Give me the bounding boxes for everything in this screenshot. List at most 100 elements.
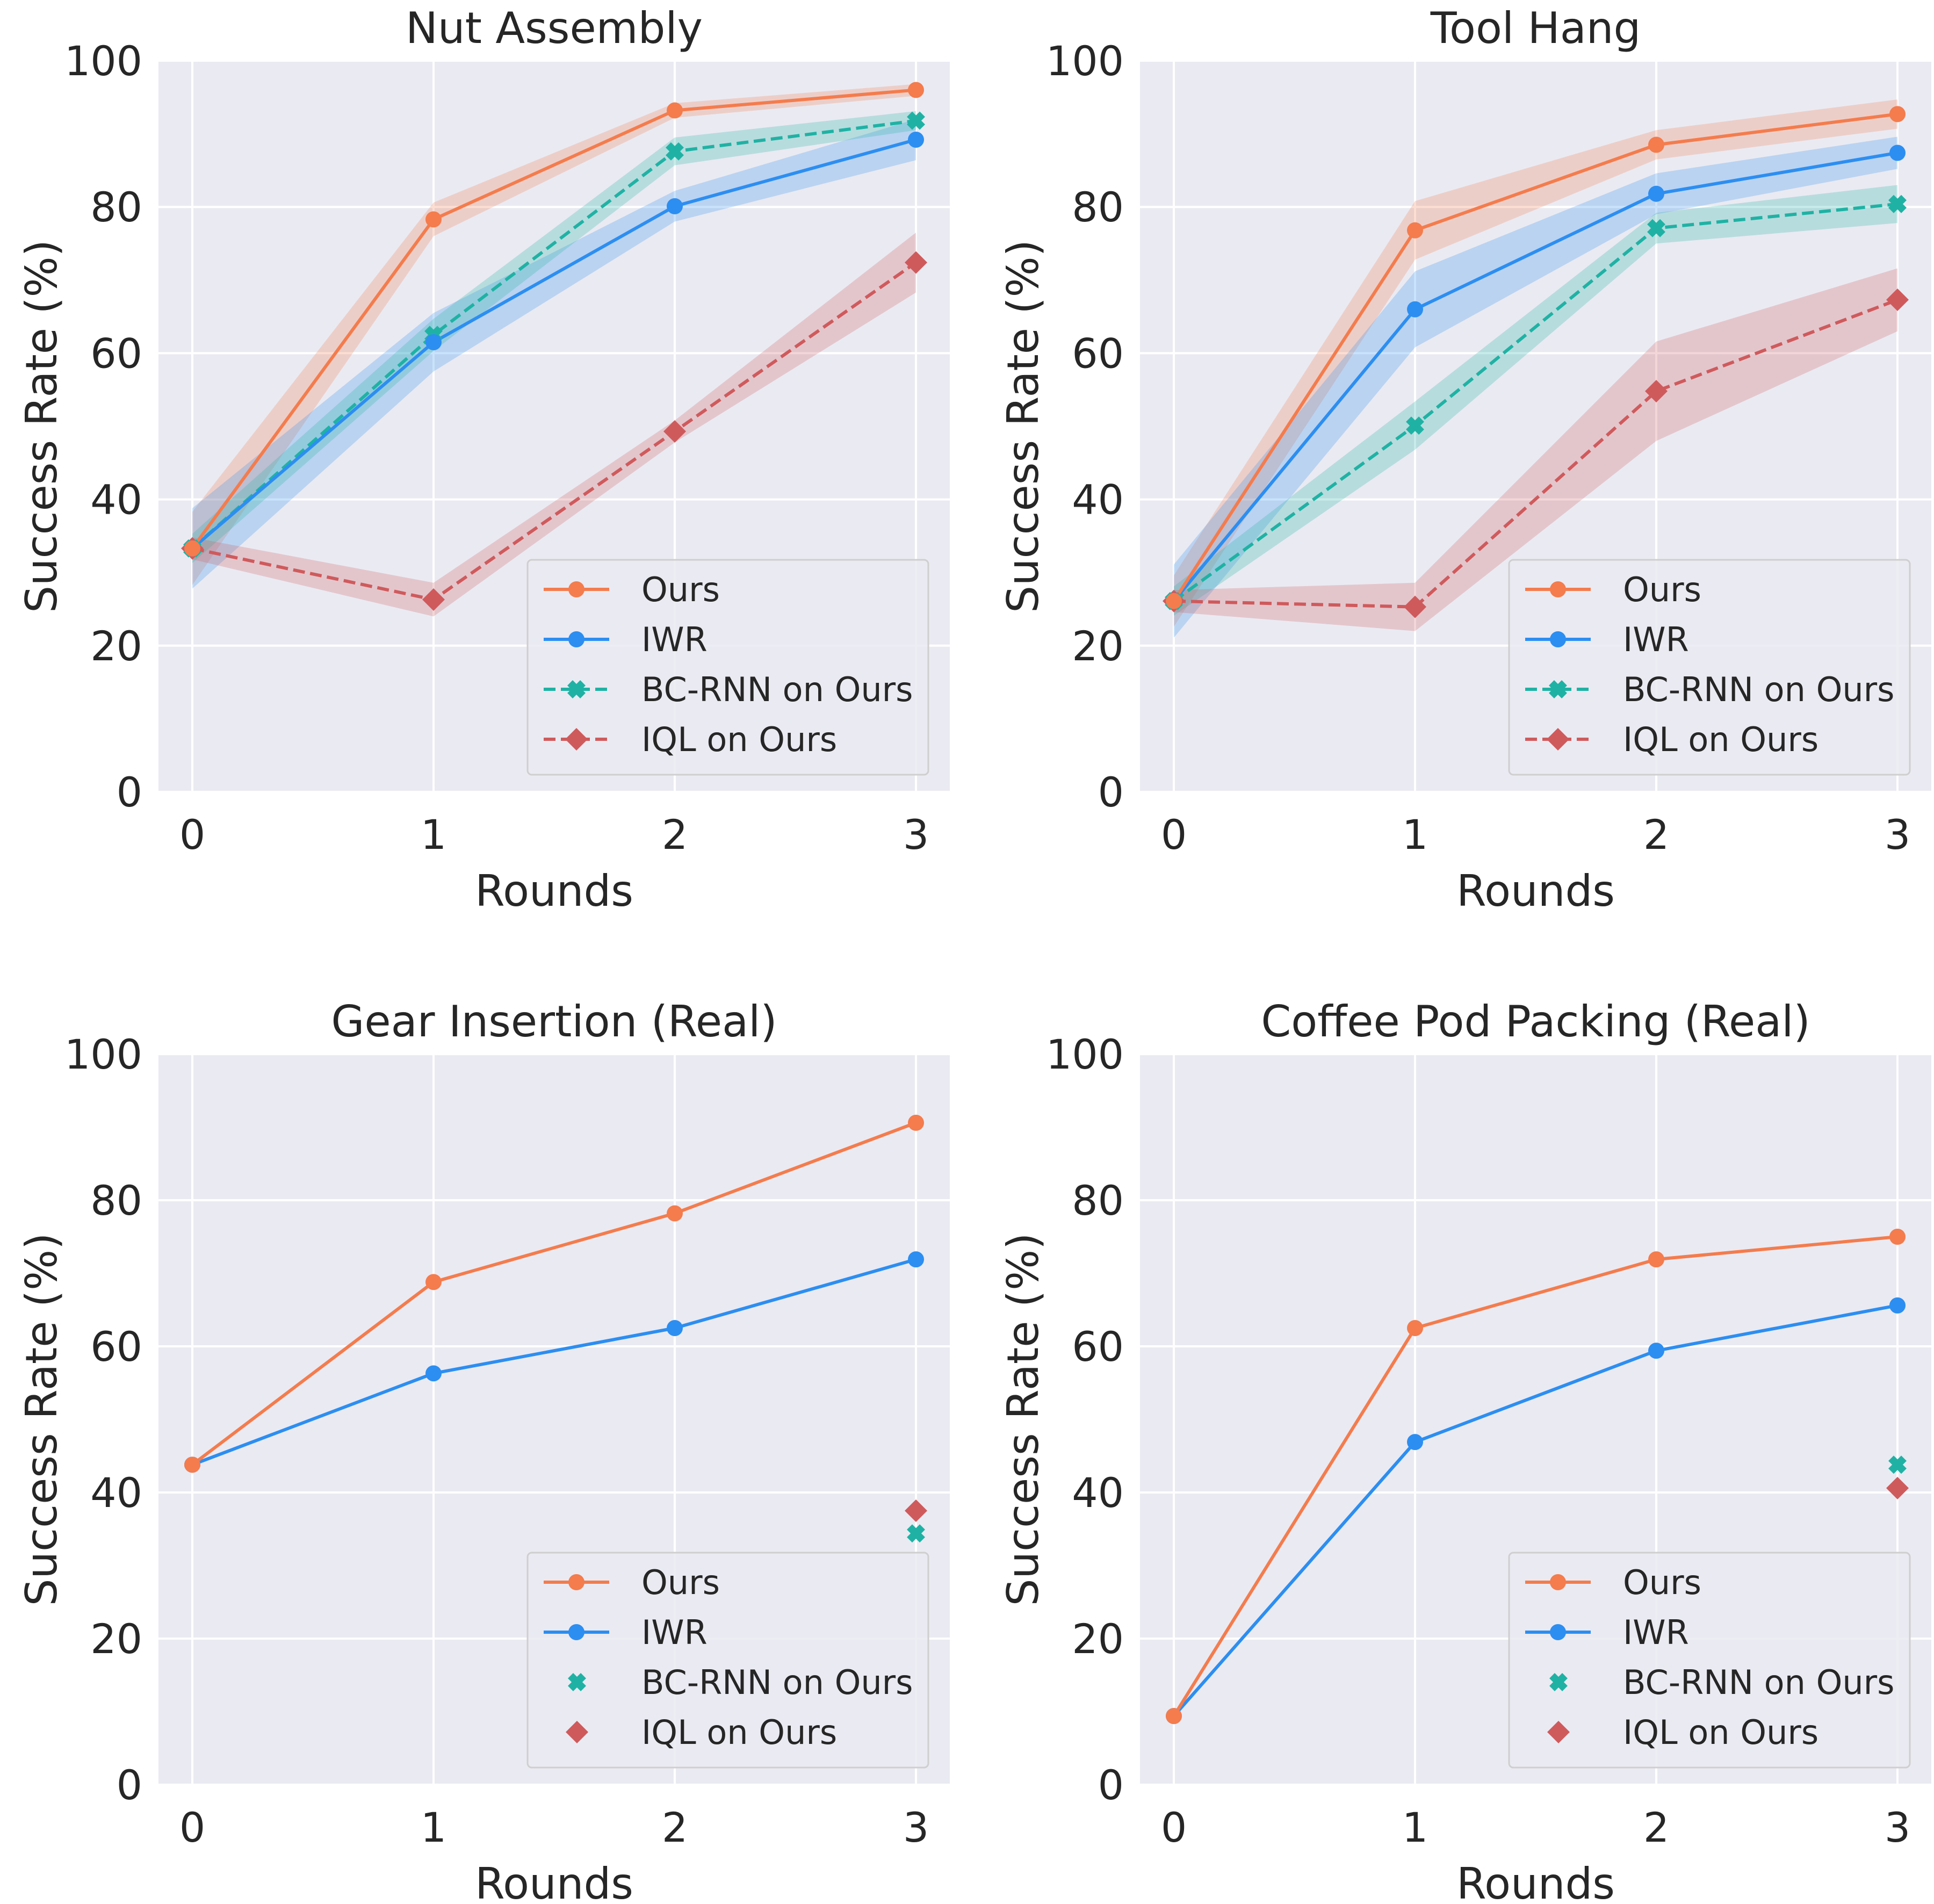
y-tick-label: 100 <box>64 1030 142 1078</box>
legend-item-iwr: IWR <box>544 620 708 659</box>
legend-marker-iwr <box>1550 631 1566 647</box>
chart-tool-hang: 0 20 40 60 80 100 0 1 2 3 Tool Hang Rounds Success R… <box>998 3 1931 916</box>
x-axis-label: Rounds <box>1456 1859 1615 1904</box>
chart-nut-assembly: 0 20 40 60 80 100 0 1 2 3 Nut Assembly Rounds Succes… <box>17 3 950 916</box>
band-iql-on-ours <box>1174 268 1897 631</box>
legend-marker-bc-rnn-on-ours <box>1549 680 1567 698</box>
point-ours <box>1648 136 1664 153</box>
x-axis-label: Rounds <box>475 1859 633 1904</box>
point-ours <box>1407 1320 1423 1336</box>
x-tick-label: 0 <box>179 811 205 859</box>
point-bc-rnn-on-ours <box>1888 1455 1907 1474</box>
point-iwr <box>908 131 924 148</box>
chart-title: Gear Insertion (Real) <box>331 997 777 1047</box>
y-tick-label: 60 <box>1072 329 1124 377</box>
line-iwr <box>191 1258 917 1467</box>
point-ours <box>667 1205 683 1222</box>
point-iwr <box>1407 301 1423 318</box>
legend-item-iql-on-ours: IQL on Ours <box>1525 720 1818 759</box>
legend-label: IWR <box>1623 1613 1689 1652</box>
point-iwr <box>425 334 442 350</box>
legend-item-iql-on-ours: IQL on Ours <box>1547 1713 1818 1752</box>
point-iwr <box>1648 1343 1664 1359</box>
legend-item-ours: Ours <box>1525 1563 1701 1602</box>
point-iql-on-ours <box>663 420 686 443</box>
legend-marker-iwr <box>568 631 584 647</box>
line-ours <box>191 1121 917 1466</box>
chart-coffee-pod-packing-real: 0 20 40 60 80 100 0 1 2 3 Coffee Pod Packing (Real… <box>998 997 1931 1904</box>
point-ours <box>667 102 683 119</box>
legend-label: IQL on Ours <box>641 720 837 759</box>
chart-gear-insertion-real: 0 20 40 60 80 100 0 1 2 3 Gear Insertion (Real) Rou… <box>17 997 950 1904</box>
legend-box <box>1508 1552 1911 1769</box>
legend-label: Ours <box>641 570 720 609</box>
point-bc-rnn-on-ours <box>1647 219 1665 237</box>
legend-item-bc-rnn-on-ours: BC-RNN on Ours <box>544 670 913 709</box>
point-iql-on-ours <box>905 1499 927 1522</box>
chart-title: Tool Hang <box>1430 3 1641 53</box>
y-axis-label: Success Rate (%) <box>17 240 67 613</box>
x-axis-label: Rounds <box>475 866 633 916</box>
legend-item-iwr: IWR <box>544 1613 708 1652</box>
legend-marker-iwr <box>568 1624 584 1640</box>
point-iwr <box>1889 1297 1906 1314</box>
point-bc-rnn-on-ours <box>1888 194 1907 213</box>
x-tick-label: 3 <box>1885 811 1910 859</box>
line-iwr <box>1172 1303 1898 1718</box>
band-ours <box>1174 99 1897 627</box>
point-ours <box>1889 1229 1906 1245</box>
legend-marker-ours <box>568 1574 584 1590</box>
point-ours <box>1166 1708 1182 1725</box>
legend-item-ours: Ours <box>1525 570 1701 609</box>
legend-label: IQL on Ours <box>641 1713 837 1752</box>
line-iwr <box>1172 151 1898 602</box>
legend-marker-iwr <box>1550 1624 1566 1640</box>
y-tick-label: 100 <box>1046 37 1124 85</box>
x-tick-label: 3 <box>903 1804 929 1851</box>
y-tick-label: 60 <box>1072 1323 1124 1371</box>
y-tick-label: 0 <box>1098 768 1124 816</box>
point-iwr <box>1407 1434 1423 1451</box>
x-tick-label: 0 <box>179 1804 205 1851</box>
legend-label: Ours <box>641 1563 720 1602</box>
y-tick-label: 0 <box>117 1761 142 1809</box>
y-tick-label: 80 <box>90 183 142 231</box>
point-iwr <box>667 1320 683 1336</box>
point-iwr <box>667 198 683 214</box>
point-bc-rnn-on-ours <box>1406 416 1424 435</box>
point-ours <box>908 1114 924 1131</box>
y-tick-label: 0 <box>117 768 142 816</box>
line-iql-on-ours <box>1173 298 1899 609</box>
line-iwr <box>191 138 917 550</box>
legend-label: IWR <box>641 620 708 659</box>
legend-label: BC-RNN on Ours <box>641 1663 913 1702</box>
legend-marker-iql-on-ours <box>1547 1721 1570 1743</box>
y-tick-label: 20 <box>1072 622 1124 670</box>
x-tick-label: 1 <box>421 1804 446 1851</box>
legend-marker-ours <box>1550 581 1566 597</box>
legend-label: BC-RNN on Ours <box>1623 1663 1894 1702</box>
band-bc-rnn-on-ours <box>1174 185 1897 616</box>
x-tick-label: 1 <box>1402 1804 1428 1851</box>
line-ours <box>1172 1235 1898 1717</box>
point-ours <box>1166 593 1182 609</box>
line-bc-rnn-on-ours <box>1173 202 1898 603</box>
legend-label: BC-RNN on Ours <box>1623 670 1894 709</box>
point-bc-rnn-on-ours <box>907 1524 925 1543</box>
legend-label: IWR <box>1623 620 1689 659</box>
point-ours <box>1407 222 1423 239</box>
y-axis-label: Success Rate (%) <box>998 1233 1048 1606</box>
legend-marker-bc-rnn-on-ours <box>567 680 586 698</box>
point-ours <box>425 1274 442 1290</box>
line-bc-rnn-on-ours <box>191 119 917 550</box>
legend-box <box>1508 559 1911 776</box>
y-tick-label: 80 <box>90 1177 142 1224</box>
legend-label: Ours <box>1623 570 1701 609</box>
band-ours <box>192 84 916 585</box>
x-tick-label: 2 <box>662 811 688 859</box>
x-axis-label: Rounds <box>1456 866 1615 916</box>
line-ours <box>1172 112 1898 602</box>
legend-marker-iql-on-ours <box>565 728 588 751</box>
point-iwr <box>1648 185 1664 202</box>
point-bc-rnn-on-ours <box>907 111 925 130</box>
